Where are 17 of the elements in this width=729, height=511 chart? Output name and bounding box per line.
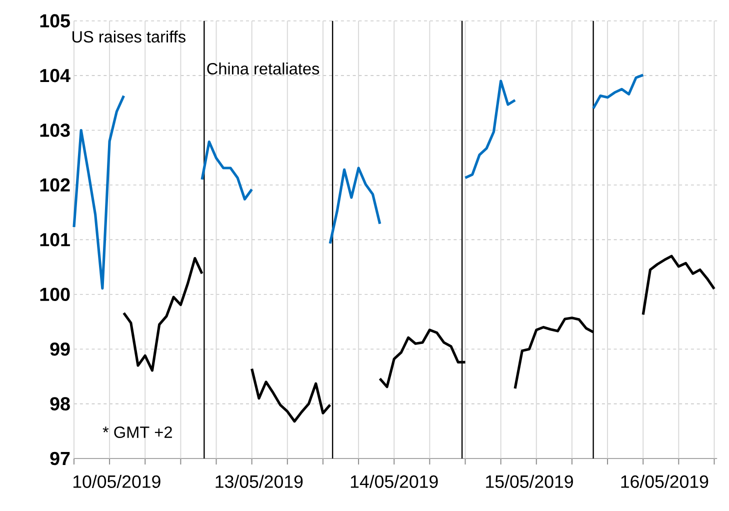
x-tick-label: 13/05/2019 xyxy=(216,474,303,488)
y-tick-label: 103 xyxy=(40,124,70,137)
y-tick-label: 104 xyxy=(40,68,70,82)
x-tick-label: 16/05/2019 xyxy=(621,474,708,488)
y-tick-label: 97 xyxy=(50,452,70,466)
annotation: * GMT +2 xyxy=(102,426,172,438)
y-tick-label: 101 xyxy=(40,232,70,246)
y-tick-label: 99 xyxy=(50,342,70,356)
x-tick-label: 14/05/2019 xyxy=(350,474,438,488)
y-tick-label: 105 xyxy=(40,14,70,28)
y-tick-label: 100 xyxy=(40,288,70,301)
annotation: US raises tariffs xyxy=(72,30,186,43)
annotation: China retaliates xyxy=(207,62,320,74)
x-tick-label: 15/05/2019 xyxy=(486,474,573,488)
y-tick-label: 98 xyxy=(50,397,70,410)
x-tick-label: 10/05/2019 xyxy=(73,474,160,488)
y-tick-label: 102 xyxy=(40,178,70,192)
